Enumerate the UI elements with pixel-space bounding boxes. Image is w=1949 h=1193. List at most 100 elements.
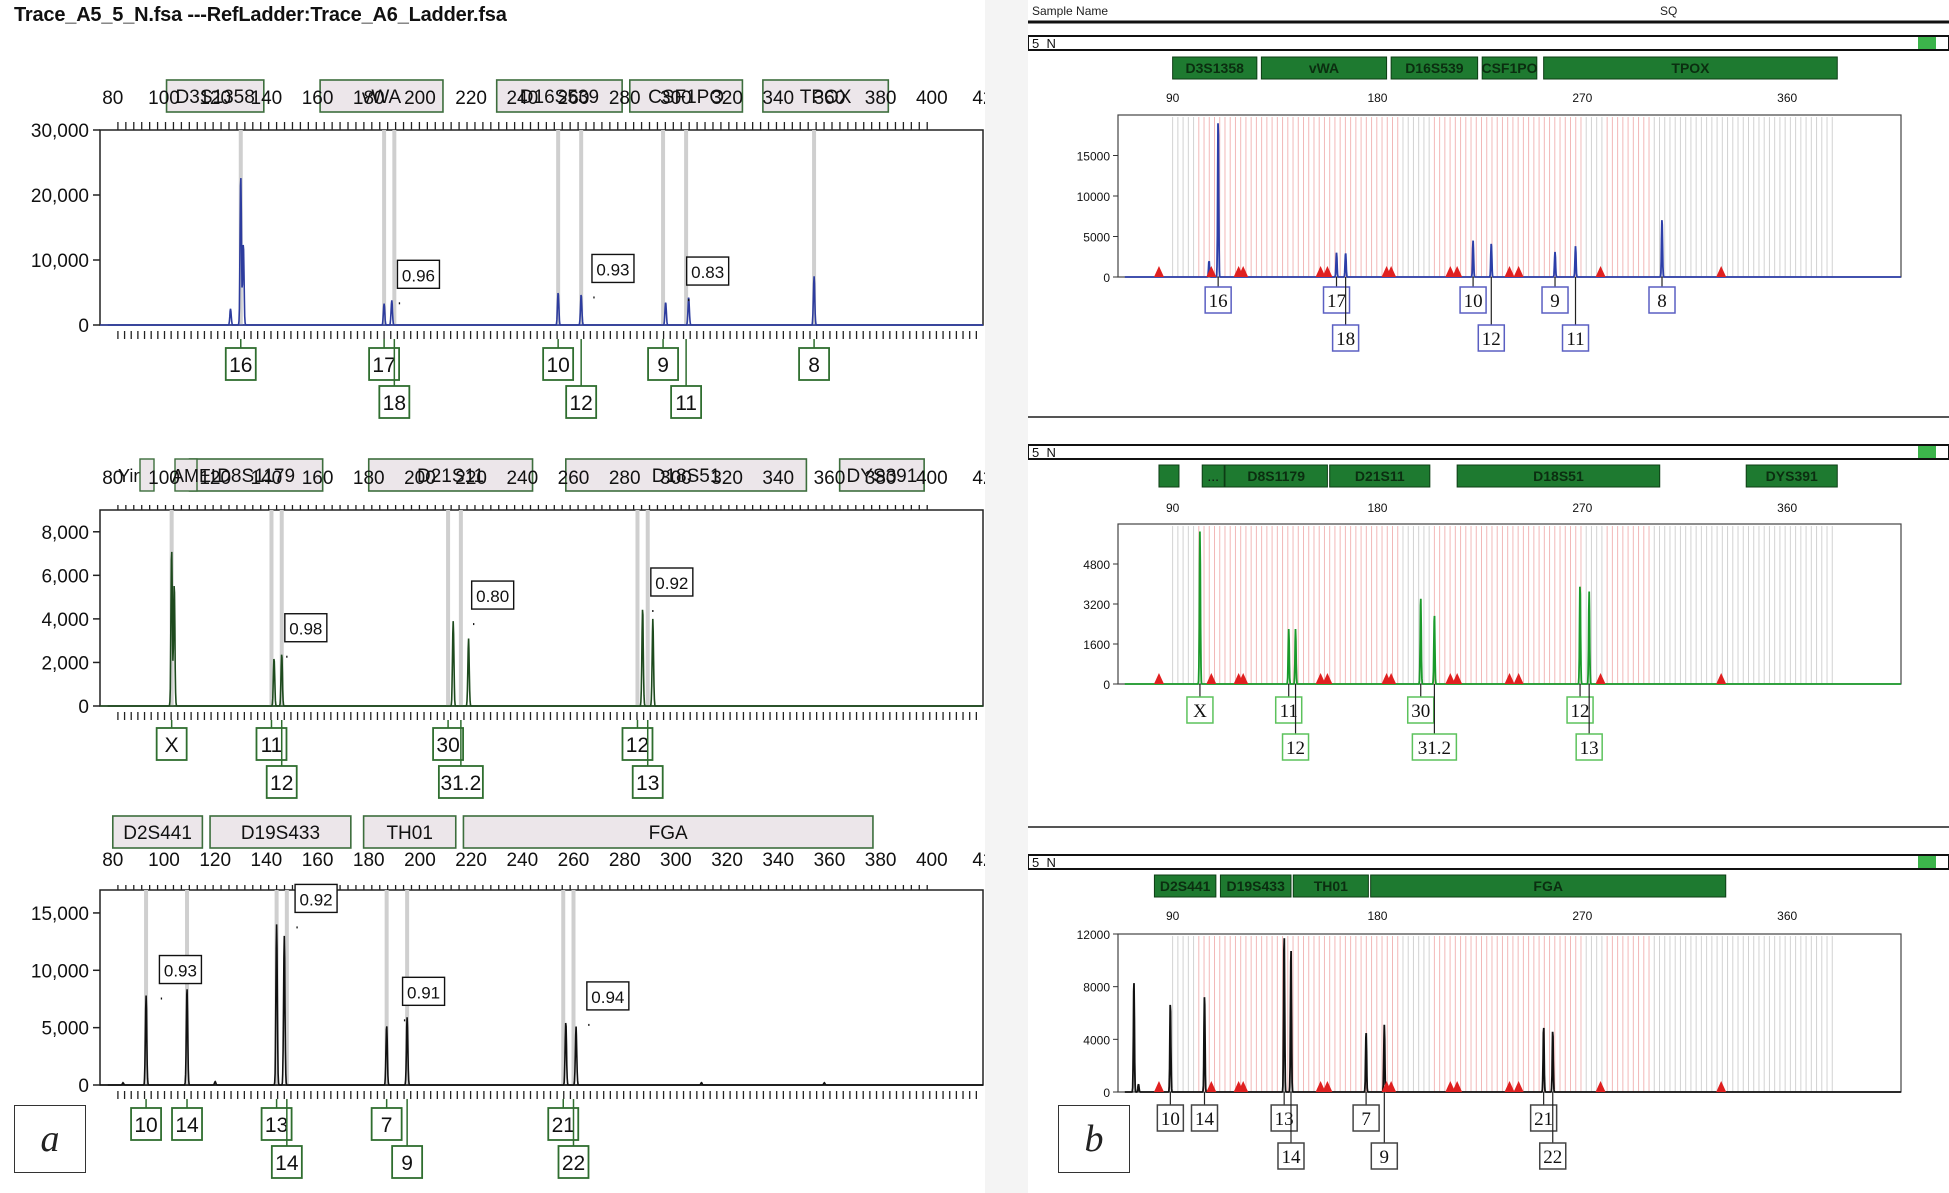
locus-box [1456, 464, 1661, 488]
x-tick-label: 340 [762, 88, 794, 109]
y-tick-label: 10,000 [31, 251, 89, 272]
x-tick-label: 90 [1166, 91, 1180, 105]
locus-box [1172, 56, 1258, 80]
size-marker [1513, 1081, 1524, 1092]
size-marker [1238, 1081, 1249, 1092]
x-tick-label: 360 [814, 850, 846, 871]
allele-label: 13 [265, 1114, 288, 1137]
x-tick-label: 120 [199, 88, 231, 109]
status-indicator [1918, 446, 1936, 458]
locus-side-label: ... [1207, 468, 1219, 484]
allele-box [1538, 1142, 1567, 1170]
x-tick-label: 270 [1572, 91, 1592, 105]
x-tick-label: 180 [1367, 909, 1387, 923]
y-tick-label: 30,000 [31, 121, 89, 142]
x-tick-label: 140 [251, 88, 283, 109]
x-tick-label: 380 [865, 88, 897, 109]
x-tick-label: 90 [1166, 909, 1180, 923]
y-tick-label: 3200 [1083, 598, 1110, 612]
y-tick-label: 5,000 [41, 1019, 89, 1040]
x-tick-label: 240 [506, 468, 538, 489]
x-tick-label: 300 [660, 468, 692, 489]
x-tick-label: 200 [404, 88, 436, 109]
y-tick-label: 0 [78, 697, 89, 718]
locus-label: D16S539 [1405, 60, 1464, 76]
locus-label: D3S1358 [1186, 60, 1245, 76]
size-marker [1153, 266, 1164, 277]
allele-box [1477, 324, 1506, 352]
x-tick-label: 320 [711, 88, 743, 109]
allele-box [631, 765, 664, 799]
ratio-box [294, 883, 338, 914]
locus-box [1158, 464, 1180, 488]
allele-box [1575, 733, 1603, 761]
ratio-label: 0.91 [407, 983, 440, 1002]
locus-box [1153, 874, 1217, 898]
x-tick-label: 320 [711, 850, 743, 871]
allele-label: 12 [1482, 329, 1501, 350]
size-marker [1513, 673, 1524, 684]
x-tick-label: 280 [609, 850, 641, 871]
locus-label: D19S433 [241, 823, 320, 844]
plot-frame [1117, 523, 1902, 685]
allele-box [370, 1107, 403, 1141]
plot-frame [1117, 933, 1902, 1093]
allele-box [557, 1145, 590, 1179]
allele-label: 13 [1580, 738, 1599, 759]
locus-box [1260, 56, 1388, 80]
plot-frame [99, 889, 984, 1086]
allele-box [1370, 1142, 1399, 1170]
ratio-label: 0.98 [289, 620, 322, 639]
x-tick-label: 160 [302, 468, 334, 489]
ratio-box [401, 976, 446, 1007]
panel-b-header-right: SQ [1660, 4, 1678, 18]
locus-box [565, 458, 808, 492]
x-tick-label: 360 [814, 88, 846, 109]
ratio-label: 0.94 [591, 988, 624, 1007]
allele-box [1331, 324, 1360, 352]
locus-box [209, 815, 352, 849]
x-tick-label: 270 [1572, 909, 1592, 923]
allele-label: 21 [552, 1114, 575, 1137]
x-tick-label: 360 [1777, 909, 1797, 923]
x-tick-label: 280 [609, 88, 641, 109]
y-tick-label: 12000 [1077, 928, 1111, 942]
locus-box [1219, 874, 1292, 898]
allele-box [565, 385, 598, 419]
allele-box [1204, 286, 1232, 314]
x-tick-label: 80 [102, 850, 123, 871]
locus-label: DYS391 [847, 466, 918, 487]
x-tick-label: 300 [660, 850, 692, 871]
x-tick-label: 220 [455, 850, 487, 871]
size-marker [1153, 1081, 1164, 1092]
size-marker [1504, 1081, 1515, 1092]
allele-label: 13 [1275, 1109, 1294, 1130]
allele-label: 10 [1464, 291, 1483, 312]
locus-box [1292, 874, 1369, 898]
size-marker [1504, 673, 1515, 684]
locus-label: vWA [1309, 60, 1339, 76]
allele-box [1156, 1104, 1185, 1132]
locus-box [174, 458, 198, 492]
size-marker [1595, 266, 1606, 277]
x-tick-label: 220 [455, 468, 487, 489]
size-marker [1595, 1081, 1606, 1092]
x-tick-label: 240 [506, 850, 538, 871]
x-tick-label: 340 [762, 468, 794, 489]
ratio-label: 0.92 [300, 890, 333, 909]
y-tick-label: 1600 [1083, 638, 1110, 652]
plot-frame [1117, 114, 1902, 278]
allele-label: 31.2 [440, 772, 481, 795]
allele-box [391, 1145, 424, 1179]
ratio-box [586, 981, 630, 1011]
ratio-box [685, 256, 730, 286]
y-tick-label: 10,000 [31, 961, 89, 982]
locus-label: DYS391 [1766, 468, 1818, 484]
locus-label: FGA [649, 823, 688, 844]
allele-box [1352, 1104, 1380, 1132]
y-tick-label: 0 [1103, 271, 1110, 285]
panel-b-header-left: Sample Name [1032, 4, 1109, 18]
